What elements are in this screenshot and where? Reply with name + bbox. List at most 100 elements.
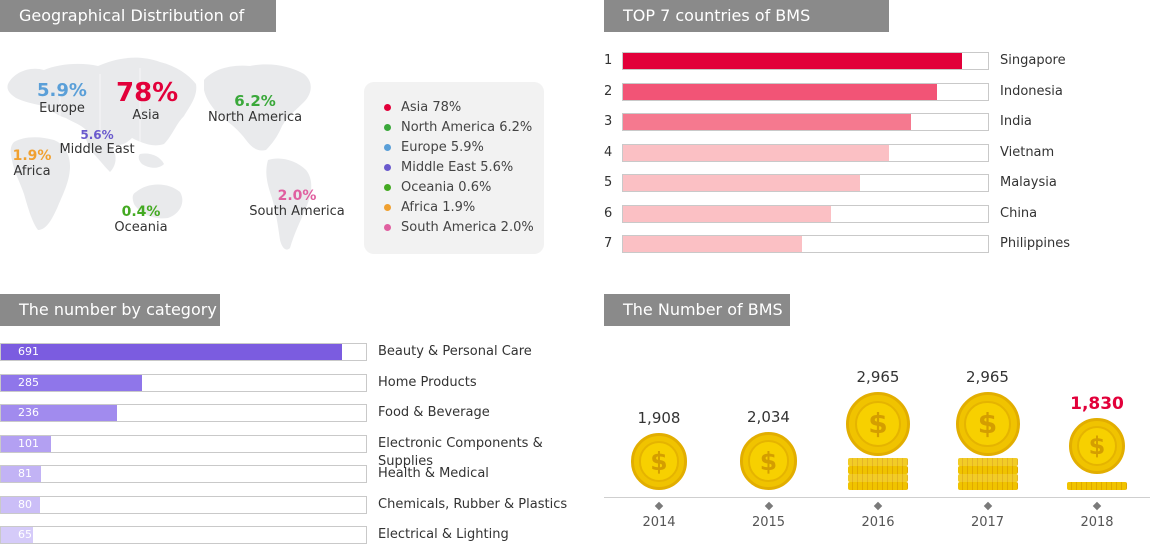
top7-country-label: China (1000, 205, 1038, 221)
top7-country-label: Indonesia (1000, 83, 1063, 99)
bms-value-label: 2,034 (747, 408, 790, 427)
coin-stack (848, 466, 908, 474)
top7-rank-label: 3 (604, 114, 613, 129)
bms-yearly-chart: $1,908 2014 $2,034 2015 $2,965 2016 $2,965 2017… (604, 330, 1150, 560)
north-america-pct: 6.2% (234, 92, 276, 110)
coin-stack (1067, 482, 1127, 490)
top7-rank-label: 2 (604, 83, 613, 99)
category-bar-track (0, 343, 367, 361)
europe-pct: 5.9% (37, 80, 87, 101)
north-america-label: North America (207, 110, 303, 125)
category-value-label: 236 (18, 406, 39, 419)
category-value-label: 81 (18, 467, 32, 480)
top7-bar-row: 2 Indonesia (604, 82, 1124, 101)
region-europe: 5.9% Europe (34, 80, 90, 116)
dollar-icon: $ (747, 440, 790, 482)
legend-item: Oceania 0.6% (384, 177, 544, 197)
bms-value-label: 2,965 (856, 368, 900, 386)
legend-item: Europe 5.9% (384, 137, 544, 157)
bms-value-label: 1,908 (637, 409, 681, 428)
asia-label: Asia (132, 108, 160, 123)
dollar-icon: $ (964, 400, 1011, 448)
legend-item: Asia 78% (384, 97, 544, 117)
oceania-pct: 0.4% (121, 204, 161, 220)
coin-icon: $ (955, 392, 1020, 456)
category-name-label: Beauty & Personal Care (378, 344, 532, 359)
category-name-label: Electrical & Lighting (378, 527, 509, 542)
top7-bar-track (622, 113, 989, 131)
coin-icon: $ (739, 432, 798, 490)
bms-value-label: 2,965 (966, 368, 1009, 386)
top7-bar-track (622, 52, 989, 70)
top7-bar-track (622, 82, 989, 101)
top7-bar-track (622, 204, 989, 223)
top7-country-label: Malaysia (1000, 175, 1057, 190)
category-bar-track (0, 404, 367, 422)
legend-label: Oceania 0.6% (401, 179, 492, 195)
top7-country-label: Vietnam (1000, 144, 1055, 160)
axis-marker (1092, 501, 1102, 511)
legend-dot (384, 143, 391, 151)
top7-rank-label: 7 (604, 236, 613, 251)
legend-dot (384, 123, 391, 131)
bms-column: $2,034 2015 (714, 330, 824, 560)
category-bar-row: 285 Home Products (0, 373, 600, 392)
geo-distribution-header: Geographical Distribution of BMS (0, 0, 276, 57)
category-bar (1, 496, 41, 513)
category-bar-track (0, 465, 367, 483)
legend-label: North America 6.2% (401, 119, 533, 135)
legend-dot (384, 183, 391, 191)
legend-item: Africa 1.9% (384, 197, 544, 217)
top7-bar (623, 83, 937, 100)
top7-country-label: Singapore (1000, 53, 1066, 68)
top7-bar-row: 1 Singapore (604, 52, 1124, 70)
category-name-label: Health & Medical (378, 466, 489, 481)
axis-marker (873, 501, 883, 511)
legend-label: Africa 1.9% (401, 199, 476, 215)
top7-bar (623, 205, 832, 222)
category-bar (1, 527, 34, 543)
axis-marker (654, 501, 664, 511)
top7-bar-row: 6 China (604, 204, 1124, 223)
category-bar-track (0, 495, 367, 514)
coin-stack (957, 474, 1018, 482)
top7-countries-header: TOP 7 countries of BMS applicants (604, 0, 889, 57)
legend-dot (384, 203, 391, 211)
region-africa: 1.9% Africa (4, 148, 60, 179)
coin-stack (848, 482, 908, 490)
top7-bar (623, 114, 912, 130)
category-value-label: 65 (18, 528, 32, 541)
category-value-label: 80 (18, 497, 32, 511)
category-bar-row: 101 Electronic Components & Supplies (0, 434, 600, 469)
dollar-icon: $ (638, 441, 680, 483)
category-value-label: 285 (18, 375, 39, 389)
top7-country-label: India (1000, 114, 1032, 129)
top7-bar-track (622, 235, 989, 253)
coin-icon: $ (846, 392, 910, 456)
legend-dot (384, 223, 391, 231)
category-bar (1, 466, 41, 482)
bms-year-label: 2016 (861, 515, 895, 530)
coin-icon: $ (630, 433, 688, 490)
top7-bar-track (622, 143, 989, 162)
category-bar-row: 65 Electrical & Lighting (0, 526, 600, 544)
bms-year-label: 2015 (751, 515, 786, 530)
category-bar (1, 374, 142, 391)
asia-pct: 78% (116, 78, 179, 108)
top7-bar-track (622, 174, 989, 192)
top7-rank-label: 1 (604, 53, 613, 68)
bms-value-label: 1,830 (1070, 393, 1124, 414)
legend-label: South America 2.0% (401, 219, 534, 235)
bms-column: $2,965 2016 (823, 330, 933, 560)
bms-year-label: 2017 (970, 515, 1005, 530)
top7-bar-row: 3 India (604, 113, 1124, 131)
top7-bar-row: 7 Philippines (604, 235, 1124, 253)
south-america-label: South America (249, 204, 345, 219)
category-name-label: Home Products (378, 374, 477, 390)
coin-stack (848, 474, 908, 482)
region-asia: 78% Asia (116, 78, 179, 123)
bms-column: $1,908 2014 (604, 330, 714, 560)
category-bar (1, 405, 118, 421)
region-oceania: 0.4% Oceania (112, 204, 170, 235)
region-legend: Asia 78% North America 6.2% Europe 5.9% Mid… (364, 82, 544, 254)
